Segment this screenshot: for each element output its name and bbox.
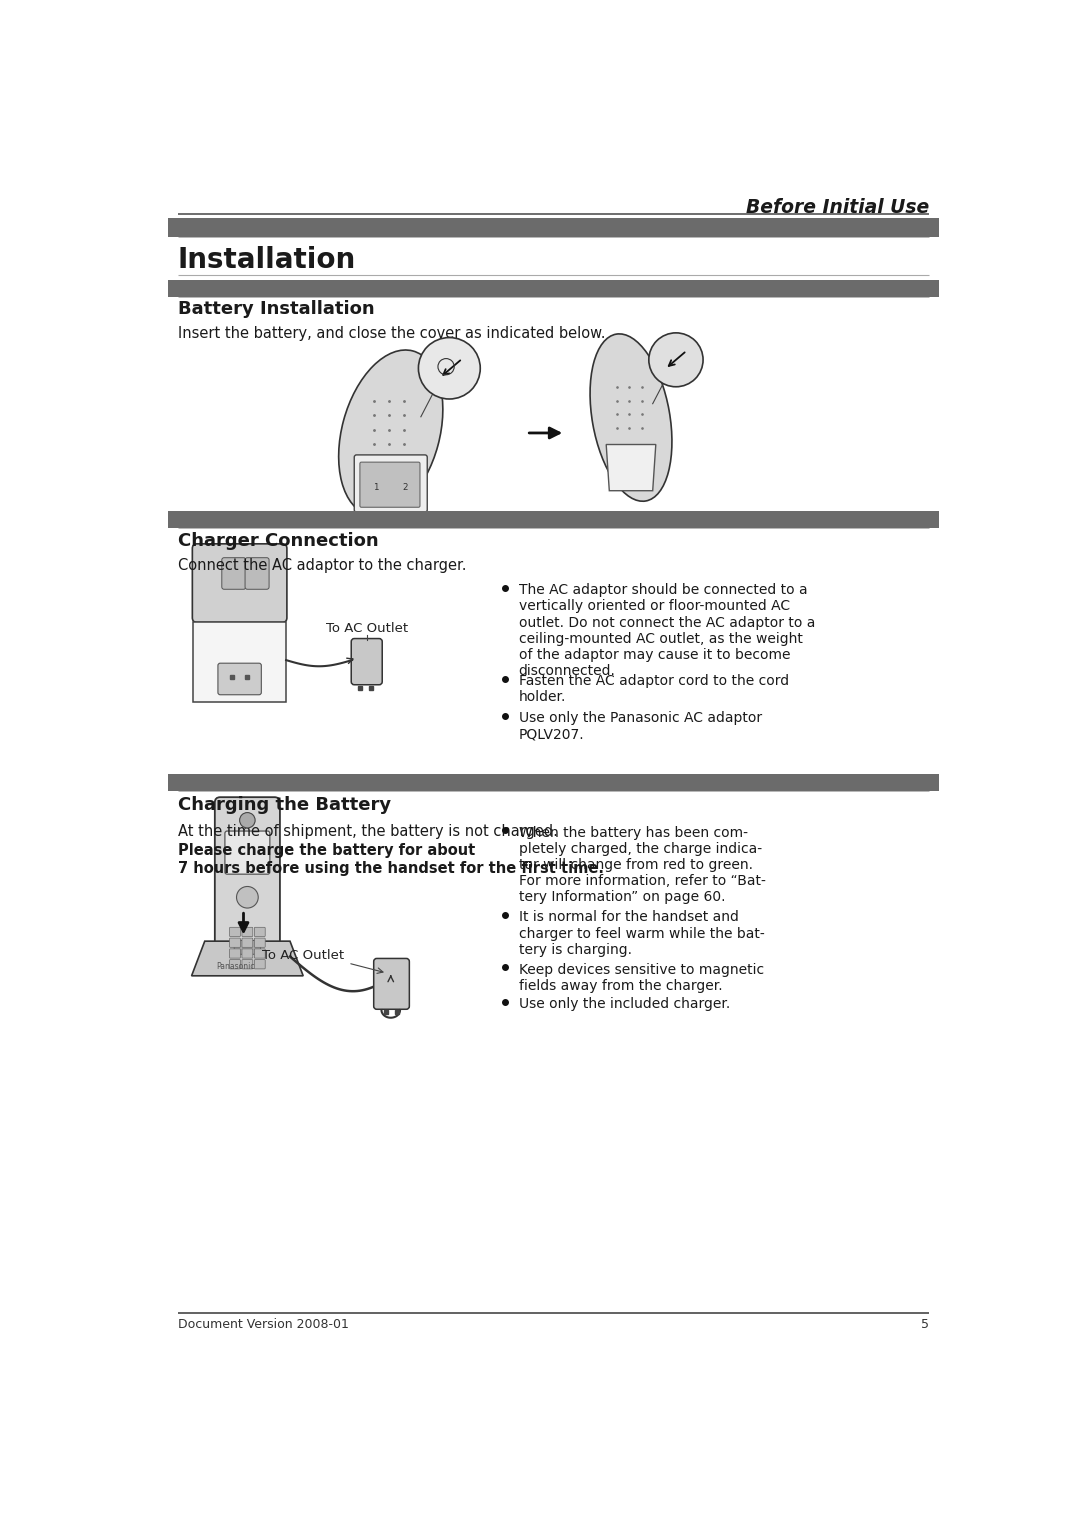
- FancyBboxPatch shape: [255, 950, 266, 959]
- Bar: [167, 774, 940, 790]
- Text: When the battery has been com-
pletely charged, the charge indica-
tor will chan: When the battery has been com- pletely c…: [518, 826, 766, 905]
- FancyBboxPatch shape: [374, 959, 409, 1009]
- Text: To AC Outlet: To AC Outlet: [262, 948, 345, 962]
- FancyBboxPatch shape: [351, 639, 382, 685]
- FancyBboxPatch shape: [192, 544, 287, 622]
- FancyBboxPatch shape: [193, 622, 286, 702]
- FancyBboxPatch shape: [242, 927, 253, 937]
- FancyBboxPatch shape: [255, 939, 266, 948]
- Ellipse shape: [339, 350, 443, 515]
- Text: 2: 2: [403, 483, 408, 492]
- FancyBboxPatch shape: [354, 456, 428, 512]
- FancyBboxPatch shape: [230, 927, 241, 937]
- Text: Use only the Panasonic AC adaptor
PQLV207.: Use only the Panasonic AC adaptor PQLV20…: [518, 711, 761, 742]
- Text: Fasten the AC adaptor cord to the cord
holder.: Fasten the AC adaptor cord to the cord h…: [518, 674, 788, 705]
- FancyBboxPatch shape: [221, 558, 246, 589]
- Text: 5: 5: [921, 1318, 930, 1332]
- FancyBboxPatch shape: [230, 960, 241, 969]
- Bar: [167, 219, 940, 237]
- FancyBboxPatch shape: [218, 664, 261, 694]
- Ellipse shape: [590, 333, 672, 502]
- FancyBboxPatch shape: [360, 462, 420, 508]
- Circle shape: [418, 338, 481, 399]
- Text: Charging the Battery: Charging the Battery: [177, 795, 391, 813]
- Text: To AC Outlet: To AC Outlet: [326, 622, 408, 636]
- Text: At the time of shipment, the battery is not charged.: At the time of shipment, the battery is …: [177, 824, 562, 839]
- Text: 1: 1: [374, 483, 379, 492]
- Text: Installation: Installation: [177, 246, 356, 274]
- FancyBboxPatch shape: [215, 797, 280, 946]
- Circle shape: [237, 887, 258, 908]
- Text: Please charge the battery for about
7 hours before using the handset for the fir: Please charge the battery for about 7 ho…: [177, 844, 604, 876]
- Circle shape: [649, 333, 703, 387]
- Bar: [167, 511, 940, 528]
- Text: Before Initial Use: Before Initial Use: [746, 199, 930, 217]
- Polygon shape: [606, 445, 656, 491]
- Text: Keep devices sensitive to magnetic
fields away from the charger.: Keep devices sensitive to magnetic field…: [518, 963, 764, 992]
- Text: Insert the battery, and close the cover as indicated below.: Insert the battery, and close the cover …: [177, 326, 605, 341]
- FancyBboxPatch shape: [242, 960, 253, 969]
- FancyBboxPatch shape: [234, 940, 260, 954]
- Bar: [167, 280, 940, 297]
- FancyBboxPatch shape: [242, 939, 253, 948]
- Text: The AC adaptor should be connected to a
vertically oriented or floor-mounted AC
: The AC adaptor should be connected to a …: [518, 583, 815, 677]
- Text: Battery Installation: Battery Installation: [177, 300, 375, 318]
- FancyBboxPatch shape: [230, 950, 241, 959]
- FancyBboxPatch shape: [255, 960, 266, 969]
- Text: Connect the AC adaptor to the charger.: Connect the AC adaptor to the charger.: [177, 558, 467, 573]
- FancyBboxPatch shape: [242, 950, 253, 959]
- Text: Panasonic: Panasonic: [216, 962, 255, 971]
- Circle shape: [240, 812, 255, 829]
- FancyBboxPatch shape: [230, 939, 241, 948]
- FancyBboxPatch shape: [225, 832, 270, 875]
- Text: Document Version 2008-01: Document Version 2008-01: [177, 1318, 349, 1332]
- Polygon shape: [191, 942, 303, 976]
- Text: Use only the included charger.: Use only the included charger.: [518, 997, 730, 1011]
- Text: It is normal for the handset and
charger to feel warm while the bat-
tery is cha: It is normal for the handset and charger…: [518, 910, 765, 957]
- FancyBboxPatch shape: [245, 558, 269, 589]
- Text: Charger Connection: Charger Connection: [177, 532, 378, 550]
- FancyBboxPatch shape: [255, 927, 266, 937]
